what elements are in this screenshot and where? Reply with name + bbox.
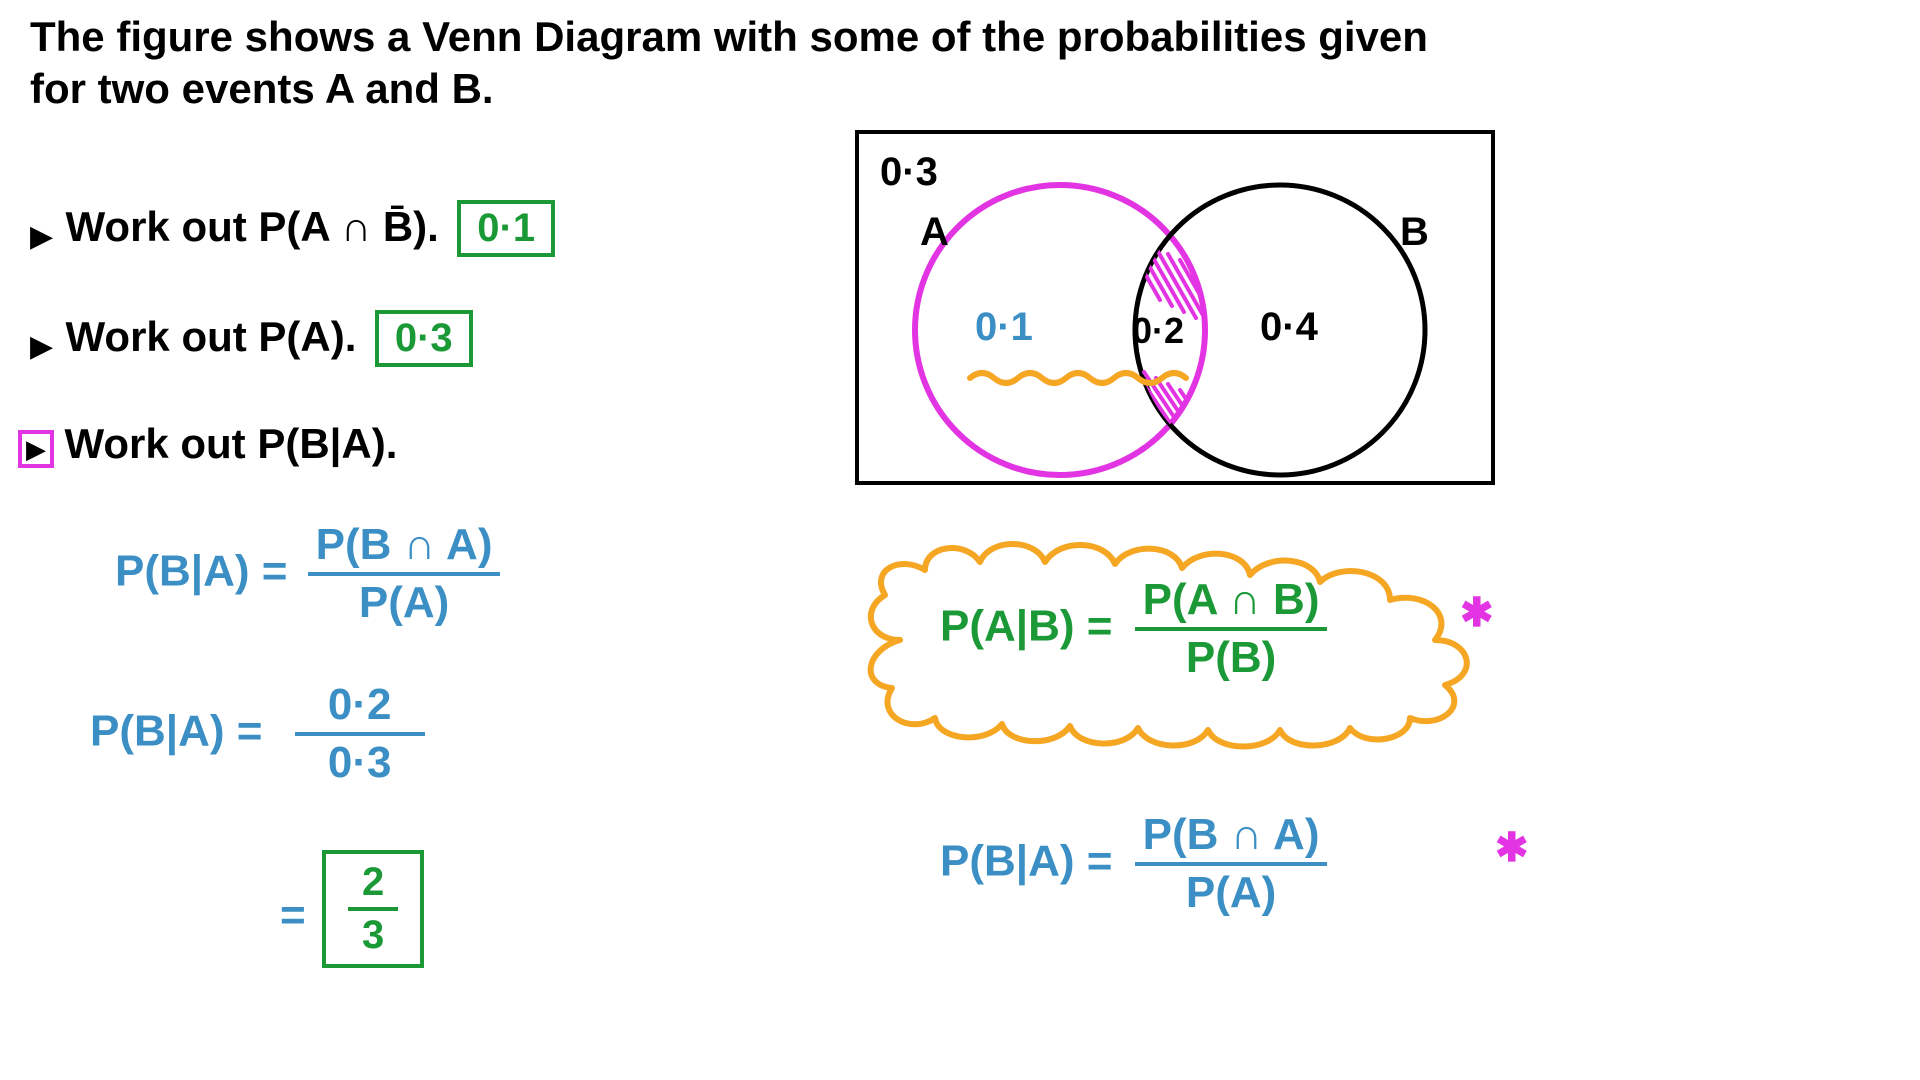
formula-right-2: P(B|A) = P(B ∩ A) P(A)	[940, 810, 1327, 918]
formula-right-1: P(A|B) = P(A ∩ B) P(B)	[940, 575, 1327, 683]
question-2-text: Work out P(A).	[66, 313, 357, 360]
formula-2-den: 0·3	[320, 738, 400, 788]
fraction-line	[295, 732, 425, 736]
venn-outside-value: 0·3	[880, 150, 938, 195]
question-3-text: Work out P(B|A).	[64, 420, 397, 467]
bullet-highlighted-icon: ▶	[18, 430, 54, 468]
venn-label-a: A	[920, 210, 949, 255]
formula-1: P(B|A) = P(B ∩ A) P(A)	[115, 520, 500, 628]
title-line1: The figure shows a Venn Diagram with som…	[30, 12, 1590, 62]
formula-2: P(B|A) = 0·2 0·3	[90, 680, 425, 788]
formula-right-1-num: P(A ∩ B)	[1135, 575, 1328, 625]
formula-right-1-den: P(B)	[1178, 633, 1284, 683]
question-2: ▶ Work out P(A). 0·3	[30, 310, 473, 367]
formula-right-1-lhs: P(A|B) =	[940, 602, 1112, 651]
venn-region-intersect: 0·2	[1132, 310, 1184, 352]
formula-1-lhs: P(B|A) =	[115, 547, 287, 596]
formula-3: = 2 3	[280, 850, 424, 968]
question-3: ▶ Work out P(B|A).	[18, 420, 397, 468]
title-line2: for two events A and B.	[30, 64, 494, 114]
formula-3-eq: =	[280, 890, 306, 939]
question-1: ▶ Work out P(A ∩ B̄). 0·1	[30, 200, 555, 257]
formula-1-den: P(A)	[351, 578, 457, 628]
answer-1-box: 0·1	[457, 200, 555, 257]
asterisk-icon: ✱	[1495, 825, 1529, 871]
fraction-line	[1135, 627, 1328, 631]
answer-2-box: 0·3	[375, 310, 473, 367]
fraction-line	[308, 572, 501, 576]
formula-2-lhs: P(B|A) =	[90, 707, 262, 756]
asterisk-icon: ✱	[1460, 590, 1494, 636]
formula-right-2-lhs: P(B|A) =	[940, 837, 1112, 886]
venn-label-b: B	[1400, 210, 1429, 255]
formula-2-num: 0·2	[320, 680, 400, 730]
question-1-text: Work out P(A ∩ B̄).	[66, 203, 439, 250]
venn-region-a-only: 0·1	[975, 305, 1033, 350]
formula-3-den: 3	[354, 913, 392, 958]
formula-1-num: P(B ∩ A)	[308, 520, 501, 570]
venn-diagram	[855, 130, 1495, 485]
bullet-icon: ▶	[30, 219, 53, 254]
formula-right-2-num: P(B ∩ A)	[1135, 810, 1328, 860]
formula-right-2-den: P(A)	[1178, 868, 1284, 918]
fraction-line	[348, 907, 398, 911]
fraction-line	[1135, 862, 1328, 866]
bullet-icon: ▶	[30, 329, 53, 364]
formula-3-num: 2	[354, 860, 392, 905]
venn-region-b-only: 0·4	[1260, 305, 1318, 350]
